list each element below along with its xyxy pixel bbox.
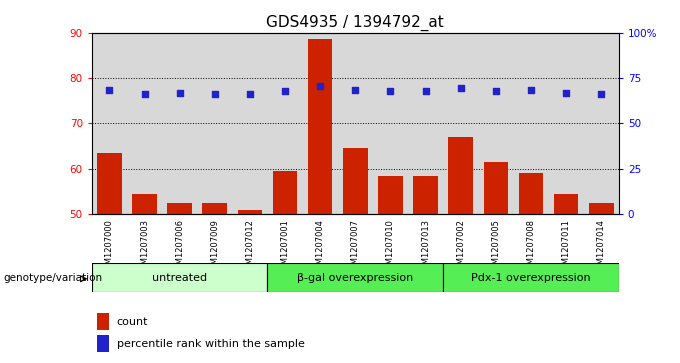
Bar — [443, 263, 619, 292]
Point — [139, 91, 150, 97]
Bar — [92, 263, 267, 292]
Bar — [408, 33, 443, 214]
Point — [245, 91, 256, 97]
Text: genotype/variation: genotype/variation — [3, 273, 103, 283]
Point — [385, 88, 396, 94]
Point — [560, 91, 571, 97]
Point — [315, 83, 326, 89]
Point — [209, 91, 220, 97]
Point — [490, 88, 501, 94]
Bar — [237, 209, 262, 214]
Bar — [97, 153, 122, 214]
Text: percentile rank within the sample: percentile rank within the sample — [116, 339, 305, 349]
Point — [350, 87, 360, 93]
Bar — [338, 33, 373, 214]
Point — [420, 88, 431, 94]
Point — [526, 87, 537, 93]
Bar — [308, 40, 333, 214]
Text: Pdx-1 overexpression: Pdx-1 overexpression — [471, 273, 591, 283]
Title: GDS4935 / 1394792_at: GDS4935 / 1394792_at — [267, 15, 444, 31]
Bar — [549, 33, 583, 214]
Point — [596, 91, 607, 97]
Bar — [233, 33, 267, 214]
Point — [456, 85, 466, 91]
Text: untreated: untreated — [152, 273, 207, 283]
Bar — [378, 176, 403, 214]
Bar — [519, 173, 543, 214]
Bar — [478, 33, 513, 214]
Bar — [267, 263, 443, 292]
Bar — [583, 33, 619, 214]
Bar — [413, 176, 438, 214]
Bar — [203, 203, 227, 214]
Bar — [589, 203, 613, 214]
Bar — [197, 33, 233, 214]
Bar — [92, 33, 127, 214]
Bar — [127, 33, 162, 214]
Bar — [443, 33, 478, 214]
Point — [104, 87, 115, 93]
Bar — [554, 194, 579, 214]
Bar — [343, 148, 368, 214]
Bar — [267, 33, 303, 214]
Bar — [303, 33, 338, 214]
Bar — [132, 194, 157, 214]
Bar — [167, 203, 192, 214]
Bar — [448, 137, 473, 214]
Bar — [273, 171, 297, 214]
Bar — [373, 33, 408, 214]
Text: count: count — [116, 317, 148, 327]
Point — [279, 88, 290, 94]
Bar — [483, 162, 508, 214]
Point — [174, 91, 185, 97]
Bar — [97, 335, 109, 352]
Bar — [513, 33, 549, 214]
Bar — [162, 33, 197, 214]
Bar — [97, 313, 109, 330]
Text: β-gal overexpression: β-gal overexpression — [297, 273, 413, 283]
